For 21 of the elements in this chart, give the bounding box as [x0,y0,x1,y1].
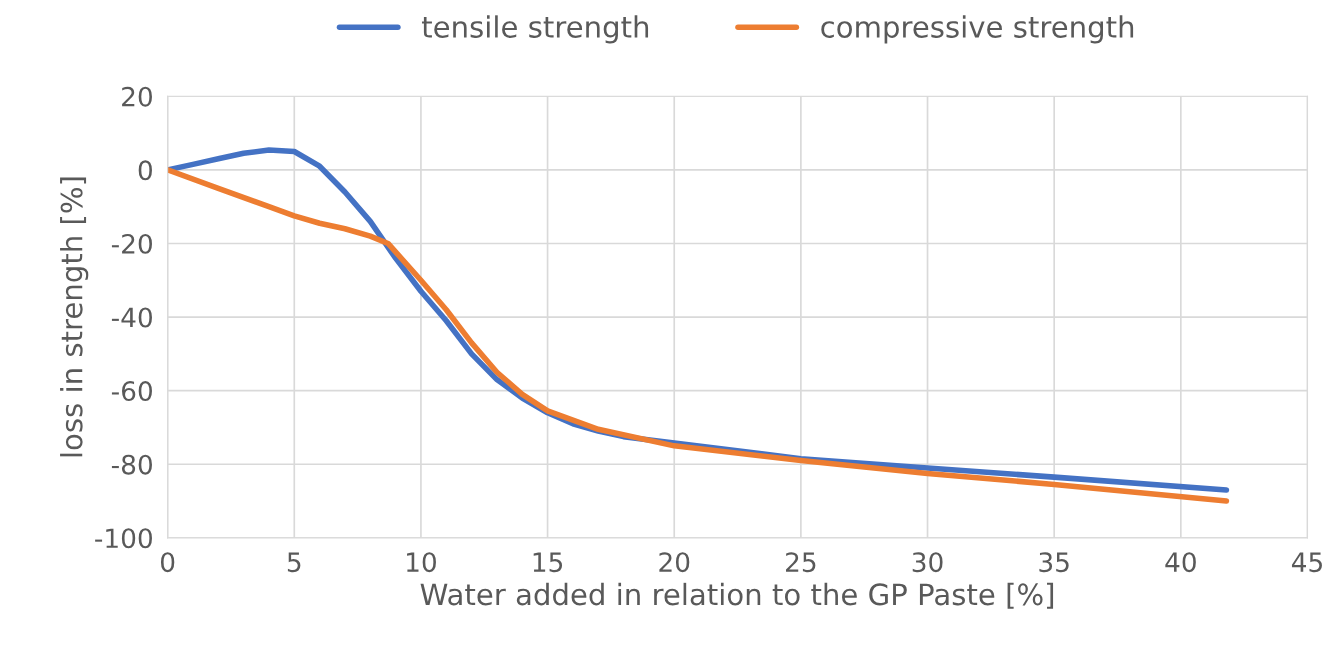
legend-label: tensile strength [421,15,649,44]
x-tick-label: 20 [659,552,690,573]
x-tick-label: 35 [1039,552,1069,573]
x-tick-label: 0 [160,552,175,573]
x-tick-label: 30 [912,552,943,573]
y-tick-label: -40 [111,307,152,328]
y-tick-label: -100 [95,528,152,549]
y-tick-label: 0 [138,160,152,181]
x-tick-label: 10 [407,552,436,573]
y-axis-title: loss in strength [%] [60,177,89,457]
y-tick-label: 20 [122,86,152,107]
x-tick-label: 45 [1291,552,1322,573]
y-tick-label: -20 [111,233,152,254]
legend-label: compressive strength [821,15,1134,44]
x-tick-label: 25 [786,552,816,573]
x-axis-title: Water added in relation to the GP Paste [%] [420,582,1054,609]
y-tick-label: -80 [111,454,152,475]
x-tick-label: 5 [287,552,301,573]
x-tick-label: 40 [1165,552,1196,573]
y-tick-label: -60 [111,381,152,402]
x-tick-label: 15 [533,552,563,573]
